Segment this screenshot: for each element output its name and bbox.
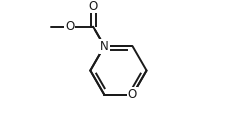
Text: O: O	[65, 20, 74, 33]
Text: O: O	[88, 0, 98, 13]
Text: N: N	[100, 40, 109, 53]
Text: O: O	[128, 88, 137, 101]
